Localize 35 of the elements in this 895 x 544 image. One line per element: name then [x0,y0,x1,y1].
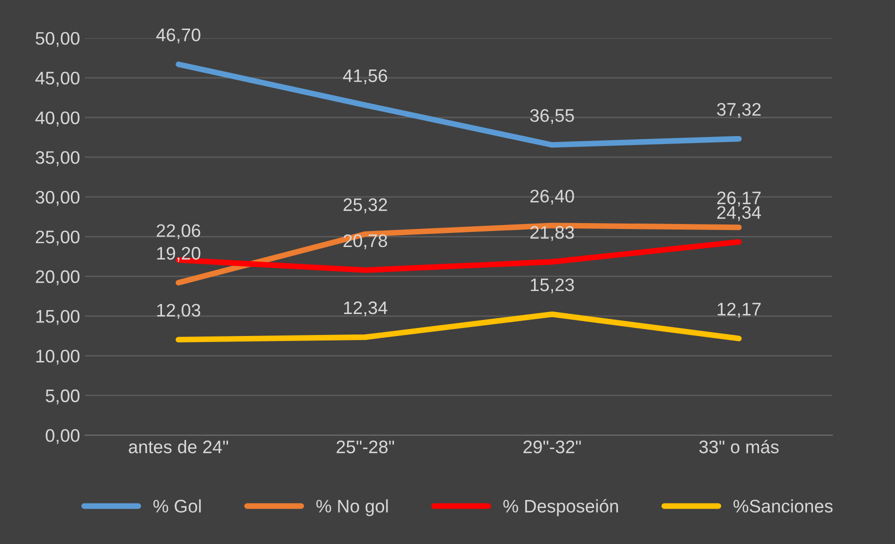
legend-label: % Gol [153,499,201,513]
y-tick-label: 0,00 [46,429,80,444]
y-tick-label: 25,00 [36,230,80,246]
x-tick-label: antes de 24" [128,440,228,454]
data-label: 37,32 [717,102,761,118]
data-label: 12,03 [157,304,200,319]
data-label: 12,34 [344,301,388,316]
y-tick-label: 5,00 [46,389,80,404]
data-label: 22,06 [156,224,200,240]
y-tick-label: 40,00 [35,111,80,126]
data-label: 25,32 [344,198,387,214]
data-label: 36,55 [530,109,574,124]
data-label: 24,34 [717,206,761,221]
y-tick-label: 45,00 [35,72,80,87]
data-label: 12,17 [718,302,761,318]
data-label: 20,78 [344,234,388,250]
x-tick-label: 25"-28" [336,440,394,454]
legend-label: % Desposeión [503,499,618,516]
data-label: 46,70 [156,28,200,44]
data-label: 21,83 [530,226,574,241]
legend-label: %Sanciones [734,499,833,513]
data-label: 41,56 [343,69,388,84]
data-label: 26,40 [530,190,574,205]
y-tick-label: 30,00 [36,190,80,206]
data-label: 19,20 [157,246,200,262]
data-label: 26,17 [717,192,761,206]
x-tick-label: 29"-32" [524,440,581,454]
y-tick-label: 15,00 [36,310,80,325]
y-tick-label: 50,00 [36,32,80,47]
data-label: 15,23 [530,278,574,294]
y-tick-label: 20,00 [36,270,80,286]
y-tick-label: 35,00 [36,151,80,166]
x-tick-label: 33" o más [699,440,779,454]
y-tick-label: 10,00 [36,350,80,365]
legend-label: % No gol [316,499,388,516]
